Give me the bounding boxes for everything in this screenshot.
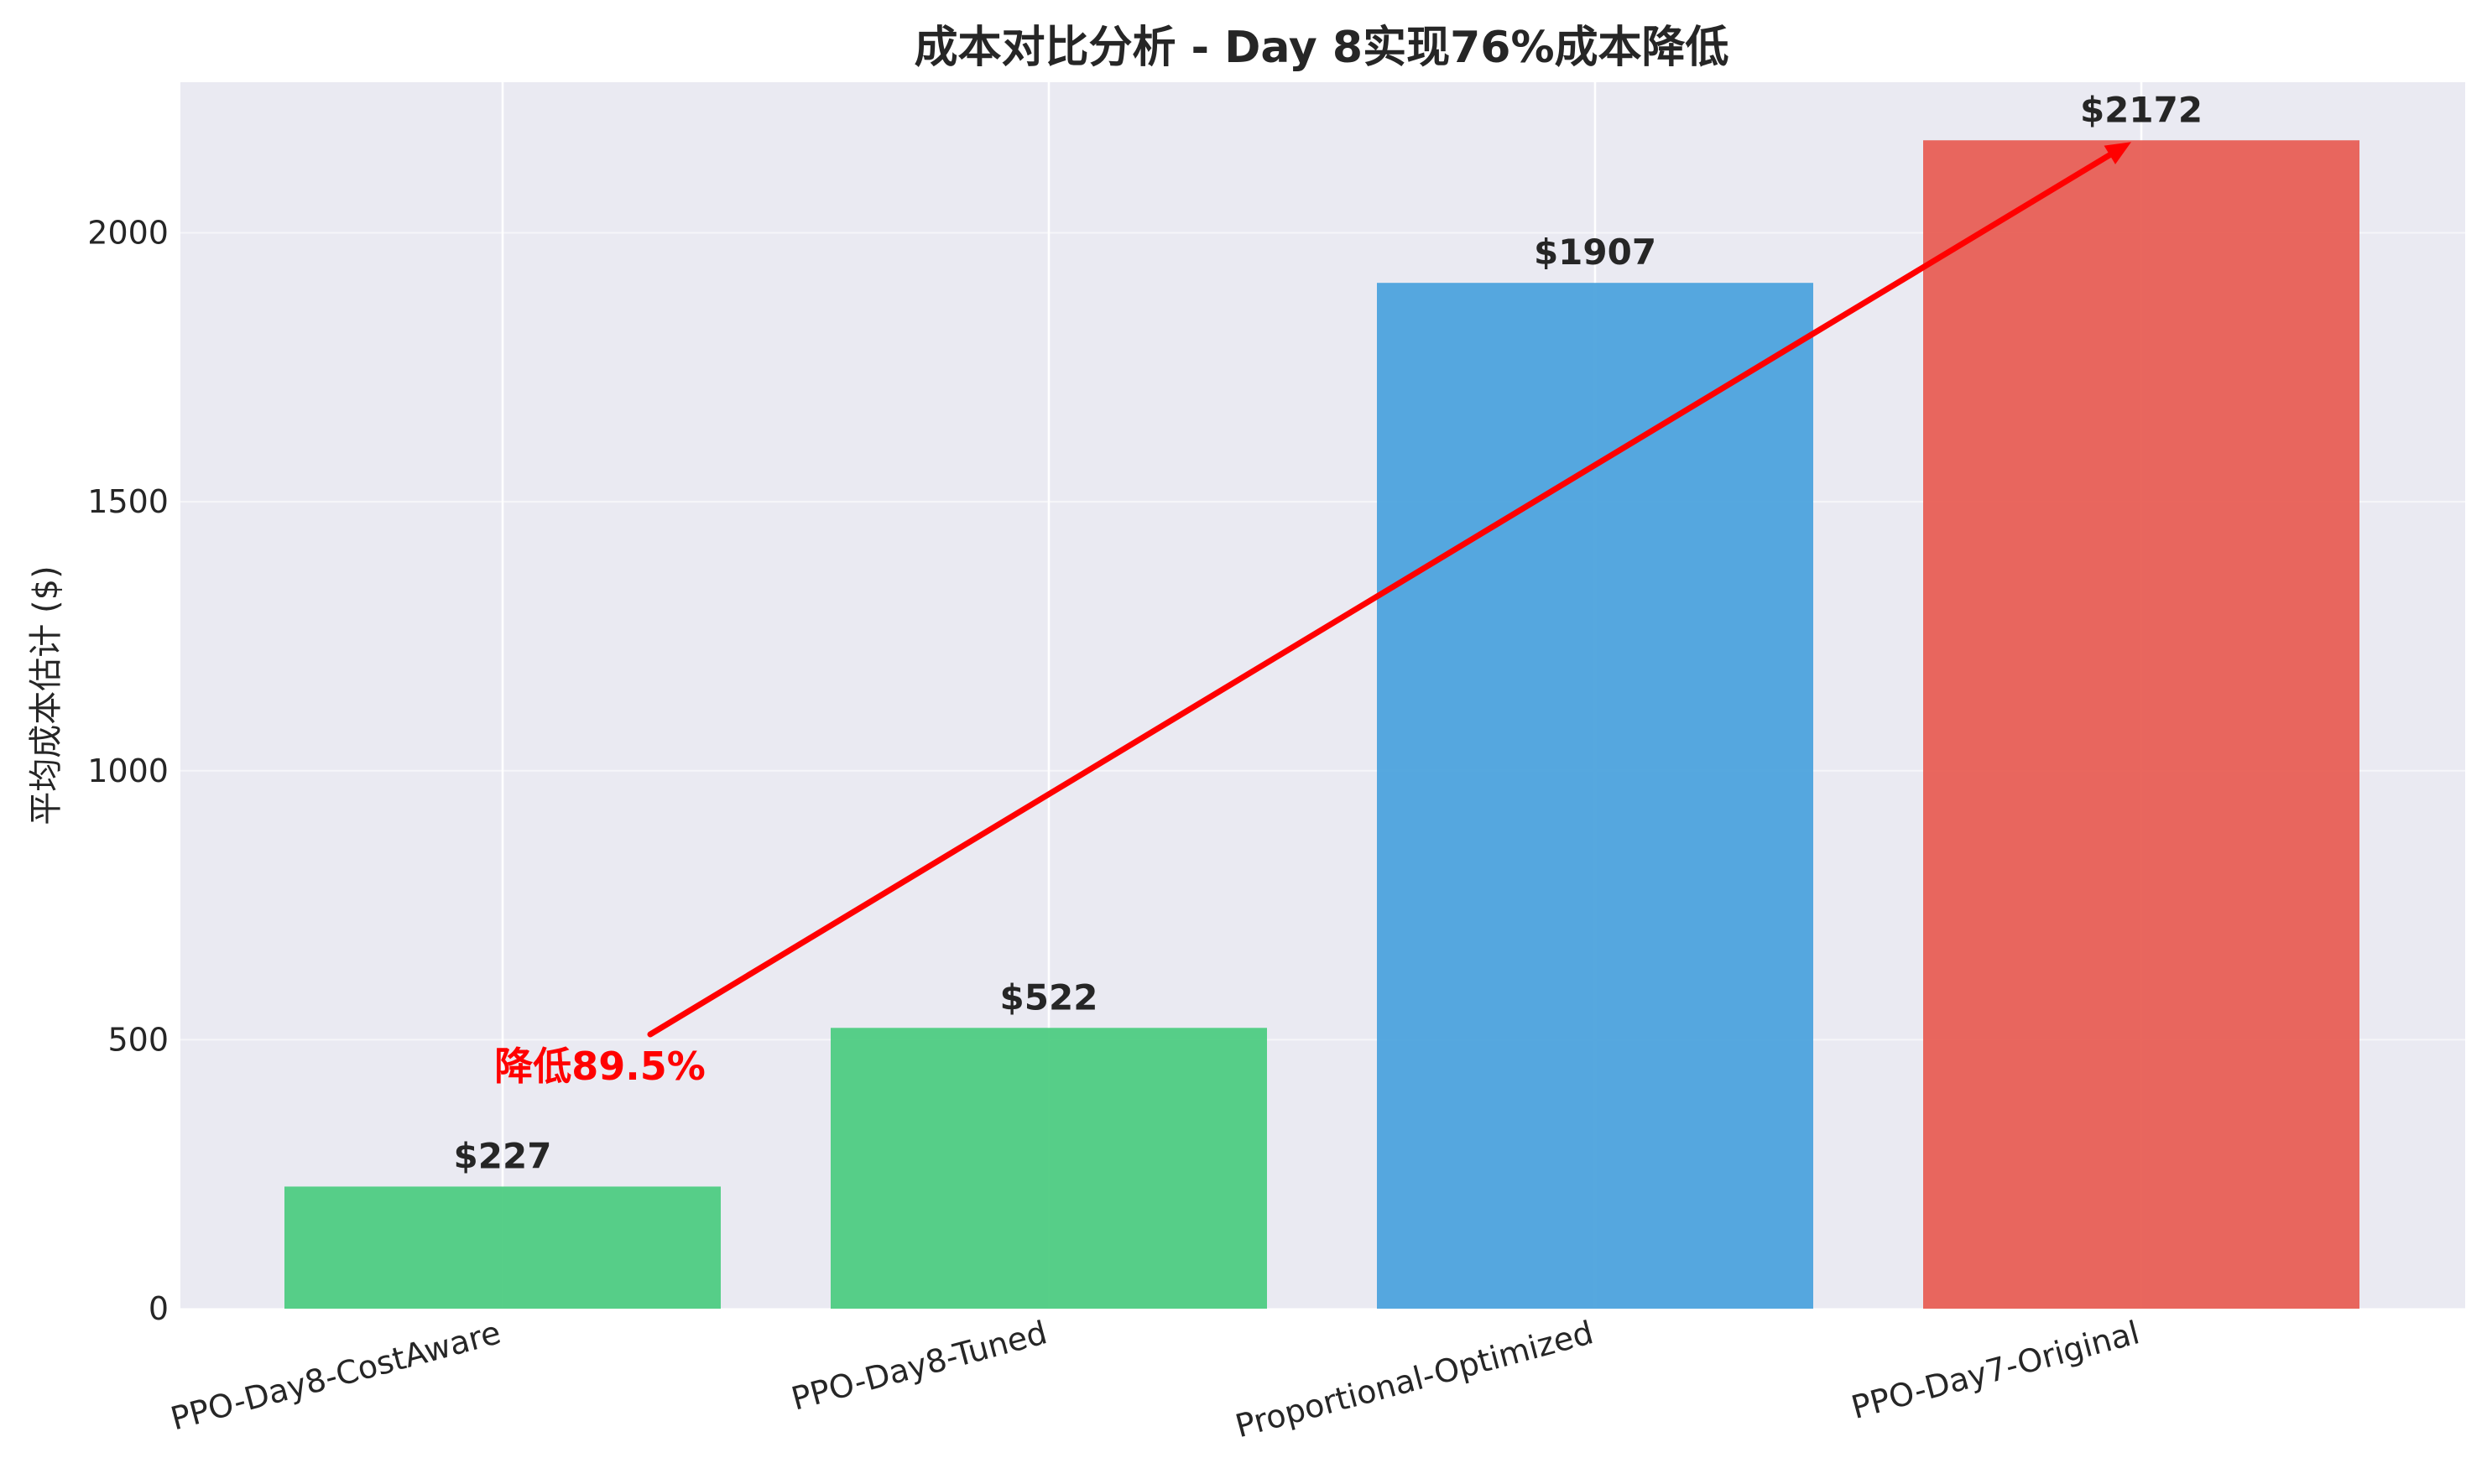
bar-ppo-day8-costaware <box>284 1186 721 1309</box>
bar-value-label: $227 <box>454 1135 552 1176</box>
bar-ppo-day8-tuned <box>831 1028 1267 1309</box>
y-axis-label: 平均成本估计 ($) <box>27 565 65 825</box>
annotation-arrow-line <box>647 152 2113 1038</box>
y-tick-label: 2000 <box>87 215 169 252</box>
y-tick-label: 500 <box>107 1021 169 1058</box>
bar-value-label: $1907 <box>1534 232 1656 273</box>
bar-value-label: $522 <box>1000 976 1098 1018</box>
bar-value-label: $2172 <box>2080 89 2203 130</box>
y-tick-label: 0 <box>149 1290 169 1327</box>
chart-title: 成本对比分析 - Day 8实现76%成本降低 <box>914 23 1728 73</box>
bar-ppo-day7-original <box>1923 140 2359 1309</box>
y-axis-ticks: 0 500 1000 1500 2000 <box>87 215 169 1327</box>
y-tick-label: 1500 <box>87 483 169 520</box>
bar-proportional-optimized <box>1377 283 1813 1309</box>
annotation-arrow-head <box>2104 142 2131 164</box>
bars <box>284 140 2359 1309</box>
annotation-label: 降低89.5% <box>494 1044 706 1089</box>
bar-value-labels: $227 $522 $1907 $2172 <box>454 89 2203 1176</box>
y-tick-label: 1000 <box>87 752 169 789</box>
annotation: 降低89.5% <box>494 142 2131 1089</box>
